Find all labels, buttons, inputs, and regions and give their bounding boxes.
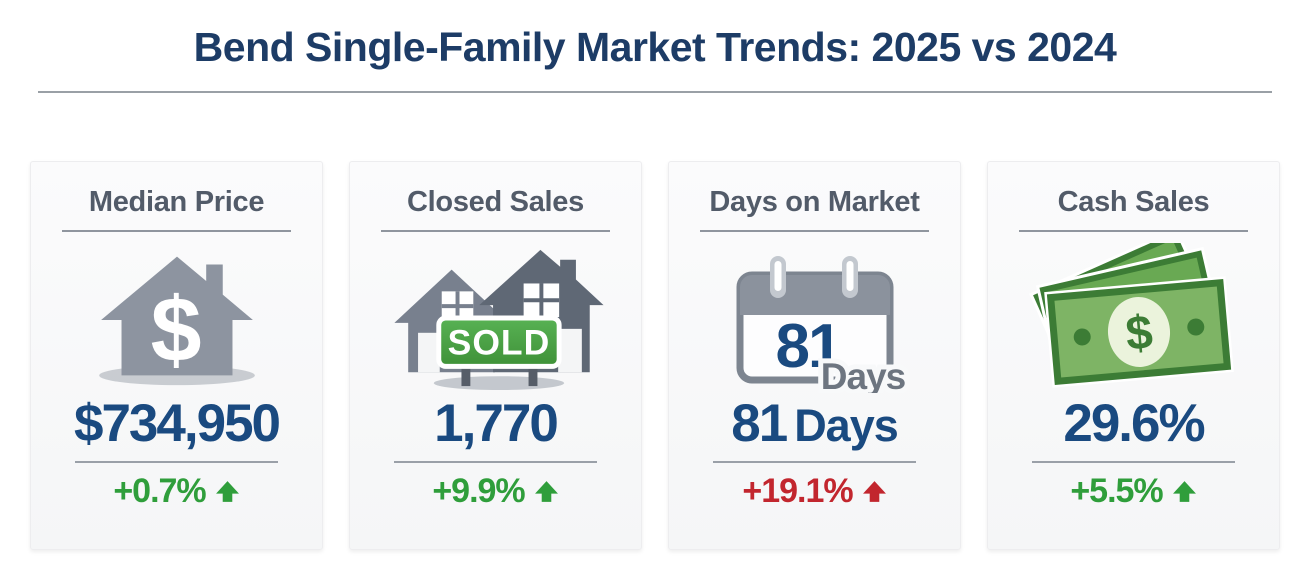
dollar-glyph: $ <box>150 279 201 381</box>
calendar-icon-svg: 81 Days <box>736 256 911 393</box>
metric-card-days-on-market: Days on Market 81 Days 81 Days <box>668 161 961 550</box>
card-title-underline <box>61 230 292 232</box>
yoy-change: +19.1% <box>742 472 886 511</box>
value-divider <box>74 460 279 463</box>
calendar-unit-label: Days <box>820 356 905 393</box>
yoy-change-text: +9.9% <box>432 471 525 510</box>
up-arrow-icon <box>215 480 239 502</box>
card-title: Days on Market <box>709 186 920 218</box>
up-arrow-icon <box>1172 480 1196 502</box>
sold-sign-label: SOLD <box>447 323 550 363</box>
card-title-underline <box>699 230 930 232</box>
card-title: Median Price <box>88 186 265 218</box>
metric-card-closed-sales: Closed Sales <box>349 161 642 550</box>
yoy-change-text: +5.5% <box>1070 471 1163 510</box>
card-title-underline <box>1018 230 1249 232</box>
yoy-change: +5.5% <box>1070 472 1196 511</box>
dollar-glyph: $ <box>1123 306 1155 361</box>
metric-card-cash-sales: Cash Sales <box>987 161 1280 550</box>
calendar-icon: 81 Days <box>707 242 923 394</box>
yoy-change: +0.7% <box>113 472 239 511</box>
metric-value: 81 Days <box>731 394 899 453</box>
metric-value: 1,770 <box>434 394 559 453</box>
value-divider <box>712 460 917 463</box>
page-title: Bend Single-Family Market Trends: 2025 v… <box>193 24 1117 70</box>
metric-card-median-price: Median Price $ $734,950 +0.7% <box>30 161 323 550</box>
calendar-number: 81 <box>775 312 840 381</box>
value-divider <box>1031 460 1236 463</box>
metric-value: $734,950 <box>73 394 281 453</box>
yoy-change-text: +19.1% <box>742 471 853 510</box>
market-trends-infographic: Bend Single-Family Market Trends: 2025 v… <box>0 24 1310 573</box>
house-dollar-icon-svg: $ <box>98 256 255 386</box>
sold-houses-icon: SOLD <box>380 242 612 394</box>
metric-cards: Median Price $ $734,950 +0.7% Closed Sal… <box>30 161 1280 550</box>
title-divider <box>38 91 1272 93</box>
yoy-change-text: +0.7% <box>113 471 206 510</box>
metric-value: 29.6% <box>1063 394 1205 453</box>
up-arrow-icon <box>862 480 886 502</box>
house-dollar-icon: $ <box>79 242 275 394</box>
up-arrow-icon <box>534 480 558 502</box>
card-title: Cash Sales <box>1057 186 1210 218</box>
yoy-change: +9.9% <box>432 472 558 511</box>
metric-value-number: 81 <box>731 394 788 453</box>
card-title-underline <box>380 230 611 232</box>
card-title: Closed Sales <box>407 186 584 218</box>
money-bills-icon: $ <box>1026 242 1242 394</box>
metric-value-unit: Days <box>794 400 899 451</box>
money-bills-icon-svg: $ <box>1028 243 1234 388</box>
value-divider <box>393 460 598 463</box>
sold-houses-icon-svg: SOLD <box>393 249 604 391</box>
